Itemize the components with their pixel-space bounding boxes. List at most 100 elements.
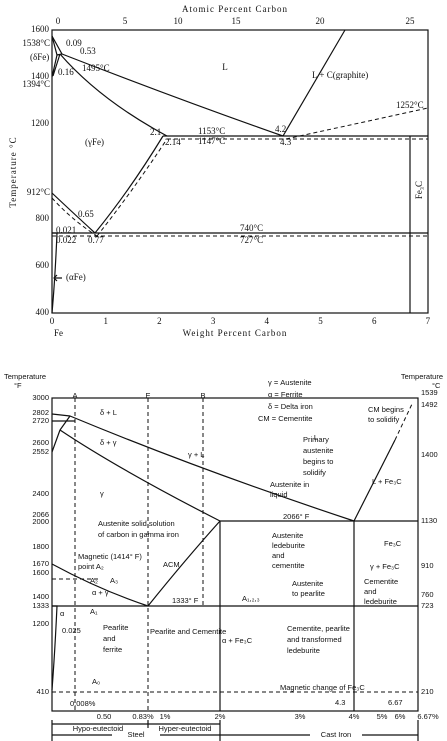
annotation: L + C(graphite)	[312, 70, 368, 80]
solidus	[59, 53, 168, 137]
annotation: L + Fe₃C	[372, 477, 402, 486]
x-tick-label: 6.67%	[417, 712, 439, 721]
annotation: (δFe)	[30, 52, 49, 62]
liquidus	[51, 413, 355, 522]
x-tick-label: 5	[318, 316, 323, 326]
acm-line	[94, 135, 164, 234]
annotation: γ = Austenite	[268, 378, 312, 387]
y-tick-label: 1333	[32, 601, 49, 610]
annotation: austenite	[303, 446, 333, 455]
annotation: γ	[100, 489, 104, 498]
annotation: Pearlite	[103, 623, 128, 632]
annotation: begins to	[303, 457, 333, 466]
annotation: 2.1	[150, 127, 161, 137]
annotation: 0.65	[78, 209, 94, 219]
annotation: L	[314, 433, 318, 442]
annotation: 2.14	[165, 137, 181, 147]
annotation: Magnetic change of Fe₃C	[280, 683, 365, 692]
x-tick-label: 7	[426, 316, 431, 326]
annotation: °C	[432, 381, 441, 390]
x-axis-label: Weight Percent Carbon	[183, 328, 288, 338]
range-bars	[51, 720, 419, 741]
annotation: CM begins	[368, 405, 404, 414]
annotation: α + γ	[92, 588, 109, 597]
x-tick-label: 6%	[395, 712, 406, 721]
annotation: Cementite	[364, 577, 398, 586]
y-tick-label: 2552	[32, 447, 49, 456]
annotation: 1153°C	[198, 126, 225, 136]
annotation: A₀	[92, 677, 100, 686]
top-tick-label: 20	[316, 16, 326, 26]
top-tick-label: 25	[406, 16, 416, 26]
cm-line	[353, 439, 396, 522]
annotation: Fe₃C	[414, 181, 424, 199]
annotation: Austenite solid solution	[98, 519, 175, 528]
liquidus	[51, 35, 284, 137]
annotation: cementite	[272, 561, 305, 570]
a3-line	[51, 563, 149, 607]
acm-line	[147, 520, 221, 607]
annotation: δ + γ	[100, 438, 117, 447]
annotation: α + Fe₃C	[222, 636, 253, 645]
range-label: Steel	[127, 730, 144, 739]
y-tick-label: 400	[36, 307, 50, 317]
y-tick-label: 2600	[32, 438, 49, 447]
annotation: Fe₃C	[384, 539, 402, 548]
annotation: ledeburite	[287, 646, 320, 655]
annotation: to pearlite	[292, 589, 325, 598]
annotation: Fe	[54, 328, 63, 338]
y-tick-label: 2802	[32, 408, 49, 417]
annotation: A₁,₂,₃	[242, 594, 260, 603]
annotation: Cementite, pearlite	[287, 624, 350, 633]
top-diagram: Atomic Percent Carbon Weight Percent Carb…	[8, 4, 431, 338]
y-tick-label: 2000	[32, 517, 49, 526]
y-axis-label: Temperature °C	[8, 136, 18, 207]
axis-title: Atomic Percent Carbon	[182, 4, 288, 14]
y-tick-label: 1400	[31, 71, 50, 81]
y2-tick-label: 1400	[421, 450, 438, 459]
y-tick-label: 2400	[32, 489, 49, 498]
annotation: B	[200, 391, 205, 400]
annotation: to solidify	[368, 415, 400, 424]
annotation: 0.022	[56, 235, 76, 245]
y-tick-label: 1670	[32, 559, 49, 568]
annotation: liquid	[270, 490, 288, 499]
graphite-liquidus-dashed	[285, 107, 429, 140]
delta-region	[51, 415, 75, 453]
annotation: ledeburite	[272, 541, 305, 550]
annotation: 0.16	[58, 67, 74, 77]
y2-tick-label: 723	[421, 601, 434, 610]
annotation: 727°C	[240, 235, 263, 245]
acm-line-dashed	[96, 138, 168, 237]
annotation: 4.2	[275, 124, 286, 134]
range-label: Hypo-eutectoid	[73, 724, 123, 733]
annotation: α	[60, 609, 65, 618]
y-tick-label: 2720	[32, 416, 49, 425]
y2-tick-label: 910	[421, 561, 434, 570]
y2-tick-label: 1492	[421, 400, 438, 409]
x-tick-label: 4%	[349, 712, 360, 721]
annotation: Austenite	[272, 531, 303, 540]
annotation: ferrite	[103, 645, 122, 654]
annotation: A₂	[90, 576, 98, 585]
annotation: A	[72, 391, 77, 400]
annotation: Primary	[303, 435, 329, 444]
y-tick-label: 2066	[32, 510, 49, 519]
annotation: and transformed	[287, 635, 342, 644]
annotation: 4.3	[280, 137, 292, 147]
composition-lines	[74, 398, 204, 711]
annotation: (αFe)	[66, 272, 86, 282]
solidus	[59, 429, 221, 522]
annotation: and	[103, 634, 116, 643]
annotation: Austenite in	[270, 480, 309, 489]
annotation: 1495°C	[82, 63, 110, 73]
annotation: solidify	[303, 468, 326, 477]
annotation: 1394°C	[22, 79, 50, 89]
x-tick-label: 6	[372, 316, 377, 326]
magnetic-lines	[52, 578, 418, 693]
annotation: 0.09	[66, 38, 82, 48]
annotation: 2066° F	[283, 512, 310, 521]
annotation: 0.53	[80, 46, 96, 56]
